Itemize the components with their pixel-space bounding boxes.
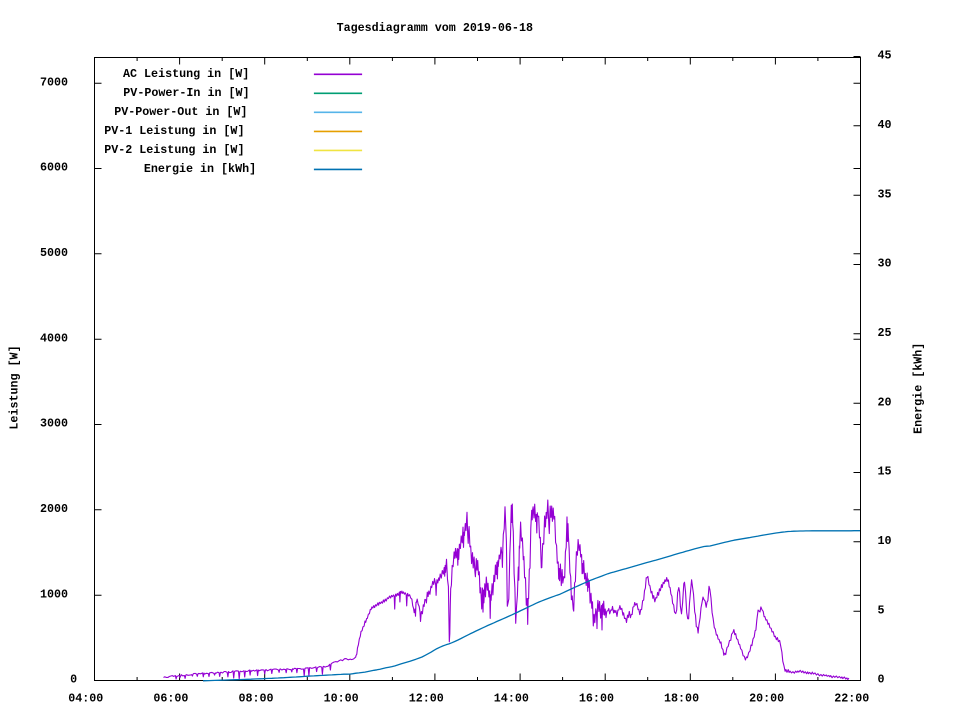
svg-text:3000: 3000 [40, 417, 68, 431]
svg-text:PV-2 Leistung in [W]: PV-2 Leistung in [W] [104, 143, 244, 157]
svg-text:35: 35 [878, 187, 892, 201]
svg-text:PV-Power-Out in [W]: PV-Power-Out in [W] [114, 105, 247, 119]
svg-text:25: 25 [878, 326, 892, 340]
svg-text:10:00: 10:00 [324, 692, 359, 706]
svg-text:PV-1 Leistung in [W]: PV-1 Leistung in [W] [104, 124, 244, 138]
svg-text:10: 10 [878, 534, 892, 548]
svg-text:5000: 5000 [40, 246, 68, 260]
svg-text:14:00: 14:00 [494, 692, 529, 706]
svg-text:Energie [kWh]: Energie [kWh] [912, 343, 926, 434]
svg-text:08:00: 08:00 [238, 692, 273, 706]
svg-text:12:00: 12:00 [409, 692, 444, 706]
svg-text:0: 0 [70, 673, 77, 687]
svg-text:30: 30 [878, 257, 892, 271]
svg-text:7000: 7000 [40, 75, 68, 89]
svg-text:Energie in [kWh]: Energie in [kWh] [144, 162, 256, 176]
svg-text:20: 20 [878, 395, 892, 409]
svg-text:40: 40 [878, 118, 892, 132]
svg-text:6000: 6000 [40, 161, 68, 175]
svg-text:Tagesdiagramm vom 2019-06-18: Tagesdiagramm vom 2019-06-18 [337, 21, 533, 35]
svg-text:18:00: 18:00 [664, 692, 699, 706]
svg-text:45: 45 [878, 49, 892, 63]
svg-text:2000: 2000 [40, 502, 68, 516]
svg-text:0: 0 [878, 673, 885, 687]
svg-text:06:00: 06:00 [153, 692, 188, 706]
svg-text:16:00: 16:00 [579, 692, 614, 706]
svg-text:15: 15 [878, 465, 892, 479]
svg-text:5: 5 [878, 603, 885, 617]
svg-text:AC Leistung in [W]: AC Leistung in [W] [123, 67, 249, 81]
svg-text:1000: 1000 [40, 587, 68, 601]
svg-text:04:00: 04:00 [68, 692, 103, 706]
svg-text:PV-Power-In in [W]: PV-Power-In in [W] [123, 86, 249, 100]
svg-text:4000: 4000 [40, 331, 68, 345]
svg-text:22:00: 22:00 [834, 692, 869, 706]
svg-text:Leistung [W]: Leistung [W] [8, 345, 22, 429]
svg-text:20:00: 20:00 [749, 692, 784, 706]
